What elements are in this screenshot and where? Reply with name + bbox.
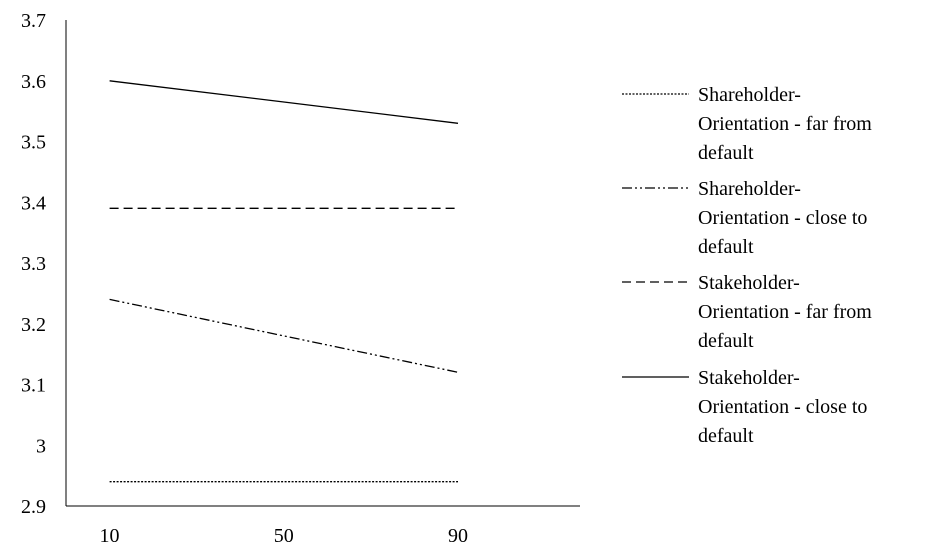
legend-label: Stakeholder- xyxy=(698,367,800,389)
y-axis-ticks: 2.9 3 3.1 3.2 3.3 3.4 3.5 3.6 3.7 xyxy=(21,10,46,518)
legend-label: default xyxy=(698,142,754,164)
legend-label: default xyxy=(698,330,754,352)
legend-entry: Stakeholder- Orientation - close to defaul… xyxy=(622,367,867,447)
legend-label: default xyxy=(698,425,754,447)
y-tick-label: 3.1 xyxy=(21,375,46,397)
y-tick-label: 3.3 xyxy=(21,253,46,275)
legend-label: default xyxy=(698,236,754,258)
series-line-2 xyxy=(109,298,459,373)
legend-entry: Stakeholder- Orientation - far from defaul… xyxy=(622,272,872,352)
x-tick-label: 50 xyxy=(274,525,294,547)
y-tick-label: 3.4 xyxy=(21,192,46,214)
legend-label: Stakeholder- xyxy=(698,272,800,294)
y-tick-label: 3.2 xyxy=(21,314,46,336)
x-tick-label: 10 xyxy=(100,525,120,547)
series-line-4 xyxy=(109,80,459,124)
y-tick-label: 3.5 xyxy=(21,132,46,154)
y-tick-label: 2.9 xyxy=(21,496,46,518)
x-axis-ticks: 10 50 90 xyxy=(100,525,468,547)
legend-label: Orientation - far from xyxy=(698,113,872,135)
legend-label: Orientation - close to xyxy=(698,207,867,229)
x-tick-label: 90 xyxy=(448,525,468,547)
legend-label: Shareholder- xyxy=(698,84,801,106)
legend-entry: Shareholder- Orientation - close to defaul… xyxy=(622,178,867,258)
legend-entry: Shareholder- Orientation - far from defaul… xyxy=(622,84,872,164)
legend: Shareholder- Orientation - far from defaul… xyxy=(622,84,872,447)
y-tick-label: 3 xyxy=(36,435,46,457)
legend-label: Shareholder- xyxy=(698,178,801,200)
y-tick-label: 3.7 xyxy=(21,10,46,32)
legend-label: Orientation - far from xyxy=(698,301,872,323)
legend-label: Orientation - close to xyxy=(698,396,867,418)
y-tick-label: 3.6 xyxy=(21,71,46,93)
series-lines xyxy=(109,80,459,483)
